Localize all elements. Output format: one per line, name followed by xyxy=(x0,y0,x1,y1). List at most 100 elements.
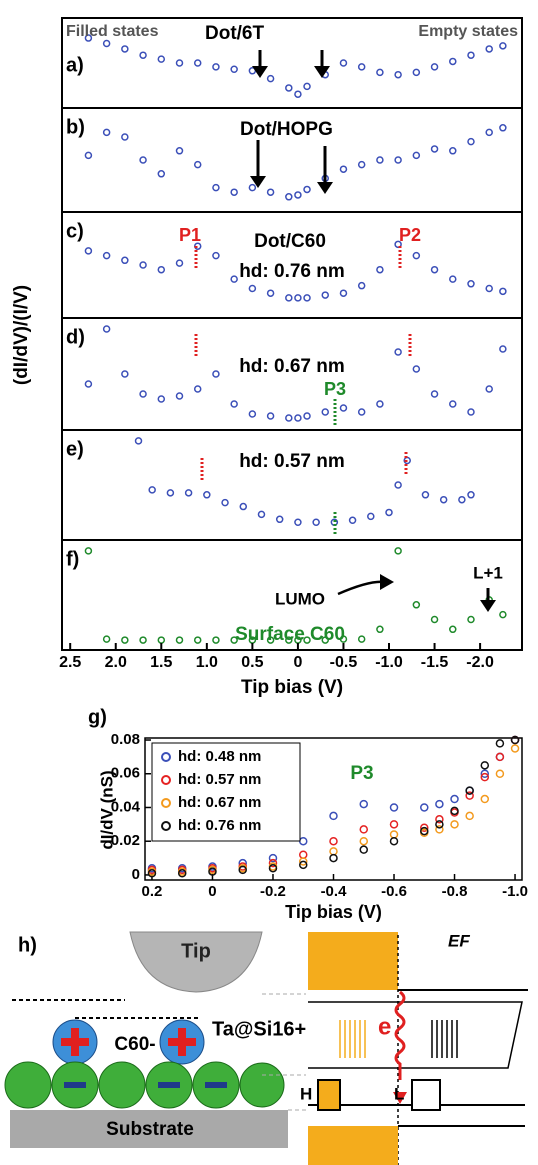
panel-label: f) xyxy=(66,548,79,570)
data-point xyxy=(499,345,507,353)
data-point xyxy=(257,510,266,519)
x-tick-label: -0.8 xyxy=(442,883,468,900)
annotation: P3 xyxy=(350,763,373,784)
fermi-label: EF xyxy=(448,931,470,950)
data-point xyxy=(230,400,238,408)
data-point xyxy=(480,794,490,804)
data-point xyxy=(359,825,369,834)
data-point xyxy=(329,811,338,821)
data-point xyxy=(175,147,184,155)
data-point xyxy=(467,491,475,499)
data-point xyxy=(430,63,439,71)
data-point xyxy=(394,156,402,164)
data-point xyxy=(394,70,402,79)
data-point xyxy=(465,786,474,795)
data-point xyxy=(139,261,147,269)
data-point xyxy=(376,68,384,77)
data-point xyxy=(321,291,329,299)
panel-label: g) xyxy=(88,706,107,728)
orange-levels xyxy=(339,1020,366,1058)
data-point xyxy=(266,188,275,196)
data-point xyxy=(385,508,393,517)
data-point xyxy=(175,259,184,267)
annotation: L+1 xyxy=(473,563,503,582)
data-point xyxy=(449,275,457,283)
data-point xyxy=(458,495,466,504)
data-point xyxy=(285,636,293,644)
data-point xyxy=(339,289,348,297)
data-point xyxy=(389,803,399,812)
annotation: hd: 0.67 nm xyxy=(239,356,345,377)
data-point xyxy=(420,803,429,812)
data-point xyxy=(485,128,493,137)
data-point xyxy=(435,825,444,834)
data-point xyxy=(480,761,490,770)
dot-molecule xyxy=(52,1019,205,1065)
data-point xyxy=(449,400,457,408)
data-point xyxy=(329,836,338,846)
data-point xyxy=(139,390,147,398)
arrow xyxy=(337,580,386,596)
x-tick-label: 1.0 xyxy=(196,654,218,671)
panel-label: d) xyxy=(66,326,85,348)
data-point xyxy=(430,145,439,153)
data-point xyxy=(450,820,459,829)
data-point xyxy=(339,635,348,643)
data-point xyxy=(84,151,93,160)
data-point xyxy=(430,265,439,274)
annotation: Surface C60 xyxy=(235,624,345,645)
data-point xyxy=(268,858,278,868)
guide-lines xyxy=(262,993,306,1111)
data-point xyxy=(357,160,366,169)
annotation: hd: 0.57 nm xyxy=(239,451,345,472)
data-point xyxy=(294,294,302,302)
data-point xyxy=(285,84,293,92)
x-tick-label: 1.5 xyxy=(150,654,172,671)
data-point xyxy=(238,865,247,875)
data-point xyxy=(329,853,338,863)
legend-label: hd: 0.48 nm xyxy=(178,748,261,765)
data-point xyxy=(420,823,429,832)
data-point xyxy=(157,55,166,63)
data-point xyxy=(357,63,366,71)
data-point xyxy=(430,390,439,398)
data-point xyxy=(294,191,302,199)
panel-label: h) xyxy=(18,934,37,956)
data-point xyxy=(157,170,166,178)
y-axis-label: (dI/dV)/(I/V) xyxy=(11,285,32,385)
arrow-head xyxy=(393,1092,407,1104)
data-point xyxy=(412,68,421,77)
data-point xyxy=(303,82,311,91)
y-tick-label: 0.04 xyxy=(111,798,141,815)
data-point xyxy=(147,869,157,878)
data-point xyxy=(420,826,429,836)
data-point xyxy=(394,240,402,249)
data-point xyxy=(268,863,278,873)
data-point xyxy=(376,265,384,274)
data-point xyxy=(184,489,193,497)
data-point xyxy=(102,128,111,137)
data-point xyxy=(248,183,257,192)
data-point xyxy=(139,51,147,59)
annotation: P3 xyxy=(324,379,346,399)
data-point xyxy=(134,437,143,445)
data-point xyxy=(84,247,93,255)
data-point xyxy=(450,794,459,804)
data-point xyxy=(157,265,166,274)
data-point xyxy=(412,251,421,260)
arrow-head xyxy=(252,66,268,78)
y-axis-label: dI/dV (nS) xyxy=(97,770,116,849)
annotation: Dot/C60 xyxy=(254,231,326,252)
barrier xyxy=(308,1001,523,1069)
panel-label: b) xyxy=(66,116,85,138)
data-point xyxy=(268,853,278,863)
data-point xyxy=(230,636,238,644)
annotation: Empty states xyxy=(418,23,518,40)
data-point xyxy=(449,147,457,155)
legend-label: hd: 0.76 nm xyxy=(178,817,261,834)
data-point xyxy=(394,481,402,489)
lumo-label: L xyxy=(394,1084,404,1103)
data-point xyxy=(139,636,147,644)
data-point xyxy=(121,45,129,53)
